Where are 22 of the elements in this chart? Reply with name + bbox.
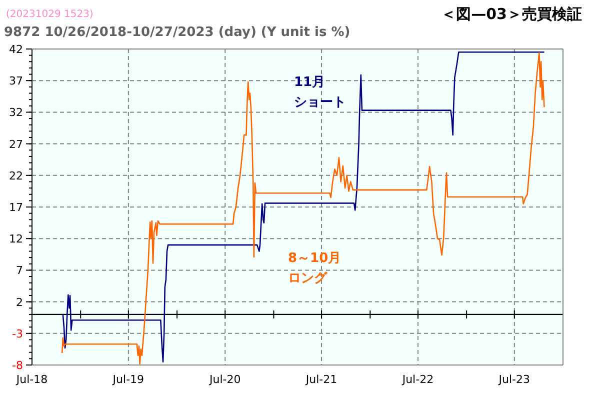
text: 8～10月ロング bbox=[288, 251, 342, 286]
y-tick-label: -3 bbox=[12, 327, 23, 340]
y-tick-label: 37 bbox=[9, 74, 23, 88]
y-tick-label: 42 bbox=[9, 43, 23, 56]
y-tick-label: 7 bbox=[16, 264, 23, 278]
y-tick-label: 2 bbox=[16, 296, 23, 309]
y-tick-label: 17 bbox=[9, 201, 23, 214]
y-tick-label: 22 bbox=[9, 169, 23, 182]
text: (20231029 1523) bbox=[6, 9, 94, 20]
x-tick-label: Jul-23 bbox=[498, 373, 530, 386]
y-tick-label: 27 bbox=[9, 138, 23, 151]
x-tick-label: Jul-21 bbox=[304, 373, 338, 386]
y-tick-label: 32 bbox=[9, 106, 23, 120]
series-label: 11月ショート bbox=[294, 75, 346, 110]
chart-title: ＜図—03＞売買検証 bbox=[441, 5, 582, 23]
x-tick-label: Jul-18 bbox=[15, 373, 48, 386]
x-tick-label: Jul-19 bbox=[112, 373, 144, 386]
chart-subtitle: 9872 10/26/2018-10/27/2023 (day) (Y unit is %) bbox=[4, 25, 350, 40]
y-tick-label: -8 bbox=[12, 359, 23, 372]
y-tick-label: 12 bbox=[9, 232, 23, 246]
x-tick-label: Jul-20 bbox=[208, 373, 241, 386]
x-tick-label: Jul-22 bbox=[401, 373, 434, 386]
